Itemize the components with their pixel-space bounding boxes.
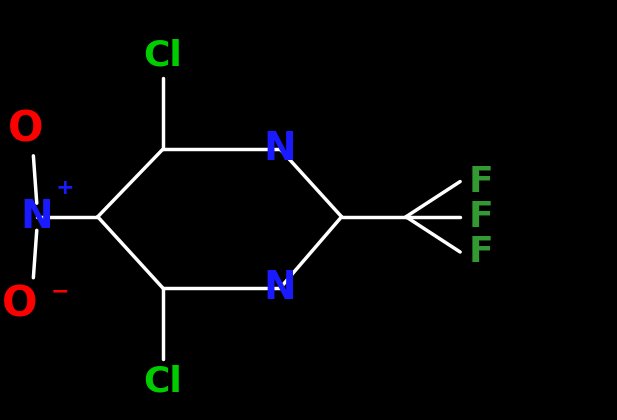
Text: F: F — [468, 200, 493, 234]
Text: F: F — [468, 235, 493, 269]
Text: N: N — [263, 130, 296, 168]
Text: O: O — [2, 283, 38, 325]
Text: +: + — [56, 178, 75, 198]
Text: Cl: Cl — [144, 365, 183, 399]
Text: F: F — [468, 165, 493, 199]
Text: N: N — [20, 198, 53, 236]
Text: −: − — [51, 281, 69, 301]
Text: O: O — [7, 108, 43, 150]
Text: Cl: Cl — [144, 39, 183, 73]
Text: N: N — [263, 269, 296, 307]
